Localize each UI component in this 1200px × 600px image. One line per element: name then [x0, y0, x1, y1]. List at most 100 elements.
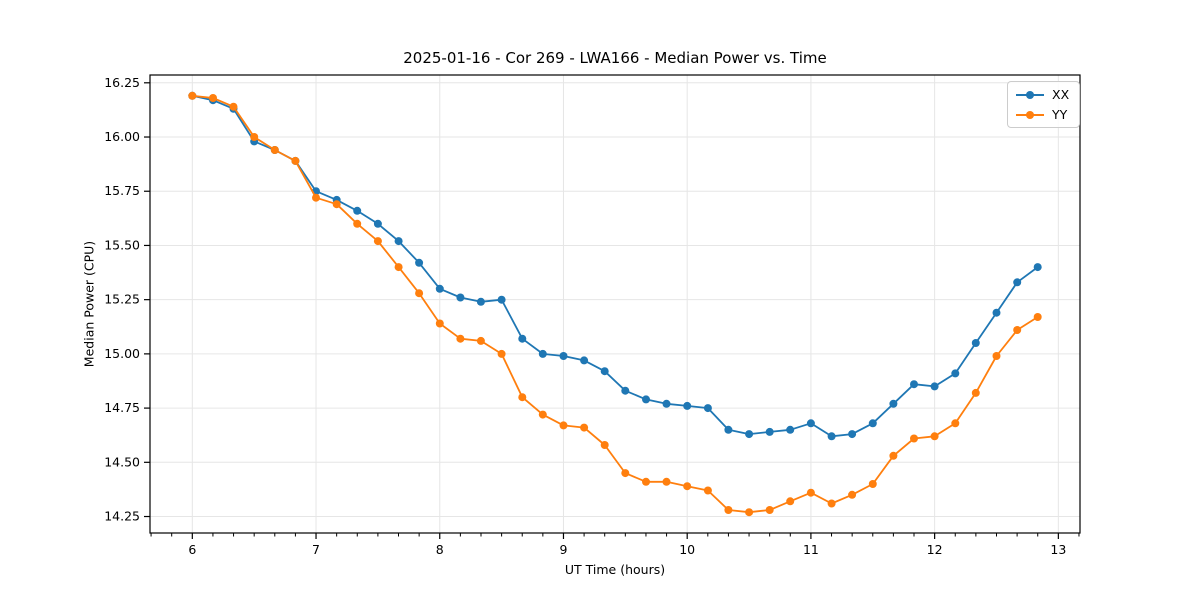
data-point-xx — [373, 219, 382, 228]
y-tick-label: 14.25 — [104, 509, 140, 524]
data-point-xx — [1033, 263, 1042, 272]
data-point-xx — [394, 237, 403, 246]
x-tick-label: 12 — [927, 542, 943, 557]
data-point-yy — [683, 482, 692, 491]
data-point-xx — [786, 425, 795, 434]
data-point-yy — [868, 480, 877, 488]
data-point-yy — [188, 91, 197, 100]
data-point-yy — [435, 319, 444, 328]
y-tick-label: 15.25 — [104, 292, 140, 307]
data-point-xx — [600, 367, 609, 376]
data-point-yy — [786, 497, 795, 506]
data-point-yy — [270, 146, 279, 154]
data-point-yy — [456, 334, 465, 343]
data-point-yy — [992, 352, 1001, 360]
y-tick-label: 16.25 — [104, 75, 140, 90]
x-tick-label: 6 — [188, 542, 196, 557]
data-point-yy — [724, 506, 733, 514]
legend-label-xx: XX — [1052, 87, 1070, 102]
data-point-xx — [559, 352, 568, 360]
data-point-yy — [600, 441, 609, 449]
data-point-yy — [621, 469, 630, 478]
chart-title: 2025-01-16 - Cor 269 - LWA166 - Median P… — [403, 49, 827, 67]
legend: XX YY — [1007, 81, 1081, 128]
data-point-yy — [538, 410, 547, 419]
y-tick-label: 15.50 — [104, 237, 140, 252]
data-point-xx — [971, 339, 980, 347]
data-point-yy — [229, 102, 238, 111]
y-tick-label: 16.00 — [104, 129, 140, 144]
data-point-xx — [642, 395, 650, 404]
data-point-yy — [806, 488, 815, 497]
x-tick-label: 9 — [559, 542, 567, 557]
legend-swatch-xx-icon — [1016, 90, 1044, 100]
data-point-yy — [415, 289, 424, 298]
x-tick-label: 13 — [1050, 542, 1066, 557]
data-point-xx — [951, 369, 960, 378]
data-point-xx — [435, 284, 444, 293]
axes-frame — [149, 74, 1081, 534]
legend-label-yy: YY — [1052, 107, 1068, 122]
data-point-xx — [745, 430, 754, 439]
data-point-xx — [476, 297, 485, 306]
x-tick-label: 7 — [312, 542, 320, 557]
data-point-xx — [724, 425, 733, 434]
legend-item-yy: YY — [1016, 107, 1069, 122]
legend-dot-xx — [1026, 90, 1034, 99]
data-point-xx — [868, 419, 877, 428]
data-point-yy — [1013, 326, 1022, 334]
x-axis-title: UT Time (hours) — [564, 562, 666, 577]
data-point-yy — [1033, 313, 1042, 321]
data-point-xx — [456, 293, 465, 302]
data-point-xx — [992, 308, 1001, 317]
x-tick-label: 11 — [803, 542, 819, 557]
data-point-yy — [848, 490, 857, 499]
data-point-yy — [765, 506, 774, 514]
data-point-yy — [332, 200, 341, 209]
data-point-xx — [497, 295, 506, 304]
data-point-yy — [662, 477, 671, 486]
data-point-yy — [745, 508, 754, 517]
data-point-xx — [806, 419, 815, 428]
data-point-yy — [703, 486, 712, 495]
data-point-yy — [476, 336, 485, 345]
data-point-xx — [518, 334, 527, 343]
data-point-xx — [538, 349, 547, 358]
data-point-yy — [910, 434, 918, 443]
y-tick-label: 15.75 — [104, 183, 140, 198]
data-point-yy — [580, 423, 589, 432]
data-point-yy — [353, 219, 362, 228]
data-point-yy — [394, 263, 403, 272]
data-point-xx — [415, 258, 424, 267]
data-point-xx — [353, 206, 362, 215]
data-point-yy — [497, 349, 506, 358]
x-tick-label: 8 — [436, 542, 444, 557]
data-point-xx — [910, 380, 918, 389]
data-point-yy — [951, 419, 960, 428]
data-point-yy — [971, 388, 980, 397]
data-point-xx — [889, 399, 898, 408]
legend-item-xx: XX — [1016, 87, 1069, 102]
data-point-yy — [930, 432, 939, 441]
legend-dot-yy — [1026, 110, 1034, 119]
data-point-yy — [518, 393, 527, 402]
y-tick-label: 14.50 — [104, 454, 140, 469]
data-point-xx — [662, 399, 671, 408]
legend-swatch-yy-icon — [1016, 110, 1044, 120]
data-point-yy — [373, 237, 382, 246]
y-tick-label: 14.75 — [104, 400, 140, 415]
x-tick-label: 10 — [679, 542, 695, 557]
data-point-yy — [250, 133, 259, 141]
y-tick-label: 15.00 — [104, 346, 140, 361]
data-point-xx — [1013, 278, 1022, 287]
data-point-xx — [621, 386, 630, 395]
data-point-yy — [827, 499, 836, 508]
data-point-yy — [209, 94, 217, 102]
data-point-xx — [683, 401, 692, 410]
data-point-xx — [930, 382, 939, 391]
data-point-xx — [848, 430, 857, 439]
data-point-xx — [580, 356, 589, 365]
